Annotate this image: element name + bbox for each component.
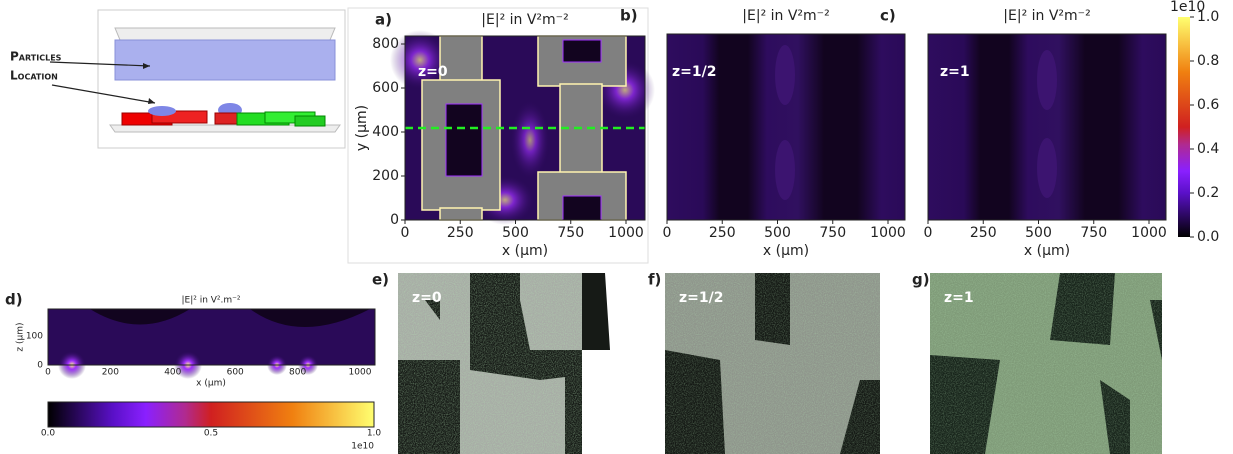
x-tick-label: 750 — [1080, 225, 1107, 241]
schematic — [49, 9, 346, 149]
y-axis-label: y (μm) — [354, 105, 370, 151]
colorbar — [1178, 17, 1190, 237]
colorbar-tick-label: 0.0 — [1197, 229, 1219, 245]
panel-letter: c) — [880, 7, 896, 25]
panel-letter: a) — [375, 11, 392, 29]
x-tick-label: 500 — [764, 225, 791, 241]
schematic-label: Location — [10, 69, 58, 83]
colorbar-tick-label: 1.0 — [1197, 9, 1219, 25]
x-tick-label: 1000 — [870, 225, 906, 241]
z-label: z=0 — [412, 290, 442, 306]
x-tick-label: 750 — [557, 225, 584, 241]
panel-title: |E|² in V²m⁻² — [742, 8, 829, 24]
micrograph-f — [665, 273, 880, 454]
y-axis-label: z (μm) — [16, 322, 26, 351]
z-label: z=1/2 — [679, 290, 723, 306]
x-axis-label: x (μm) — [502, 243, 548, 259]
panel-letter: e) — [372, 271, 389, 289]
y-tick-label: 100 — [26, 332, 43, 342]
x-tick-label: 250 — [447, 225, 474, 241]
z-label: z=0 — [418, 64, 448, 80]
x-tick-label: 600 — [227, 368, 244, 378]
x-tick-label: 500 — [502, 225, 529, 241]
y-tick-label: 800 — [372, 36, 399, 52]
panel-title: |E|² in V²m⁻² — [481, 12, 568, 28]
z-label: z=1/2 — [672, 64, 716, 80]
x-tick-label: 400 — [164, 368, 181, 378]
colorbar-tick-label: 0.4 — [1197, 141, 1219, 157]
x-tick-label: 0 — [663, 225, 672, 241]
plot-frame — [47, 308, 376, 366]
z-label: z=1 — [944, 290, 974, 306]
colorbar-tick-label: 0.0 — [41, 429, 56, 439]
colorbar-horizontal — [47, 401, 375, 428]
x-tick-label: 800 — [289, 368, 306, 378]
z-label: z=1 — [940, 64, 970, 80]
micrograph-g — [930, 273, 1162, 454]
panel-letter: g) — [912, 271, 930, 289]
x-axis-label: x (μm) — [763, 243, 809, 259]
plot-frame — [666, 33, 906, 221]
heatmap-c — [928, 34, 1166, 220]
micrograph-e — [398, 273, 610, 454]
panel-title: |E|² in V².m⁻² — [181, 296, 240, 306]
x-axis-label: x (μm) — [1024, 243, 1070, 259]
x-axis-label: x (μm) — [196, 379, 226, 389]
panel-letter: b) — [620, 7, 638, 25]
x-tick-label: 200 — [102, 368, 119, 378]
colorbar-exponent: 1e10 — [1170, 0, 1205, 15]
y-tick-label: 200 — [372, 168, 399, 184]
plot-frame — [404, 35, 646, 221]
schematic-label: Particles — [10, 50, 62, 64]
x-tick-label: 0 — [401, 225, 410, 241]
plot-frame — [927, 33, 1167, 221]
colorbar-tick-label: 0.5 — [204, 429, 218, 439]
x-tick-label: 0 — [45, 368, 51, 378]
panel-letter: d) — [5, 291, 23, 309]
x-tick-label: 1000 — [349, 368, 372, 378]
panel-letter: f) — [648, 271, 661, 289]
x-tick-label: 1000 — [1131, 225, 1167, 241]
colorbar-tick-label: 0.2 — [1197, 185, 1219, 201]
x-tick-label: 250 — [970, 225, 997, 241]
x-tick-label: 1000 — [608, 225, 644, 241]
x-tick-label: 250 — [709, 225, 736, 241]
x-tick-label: 500 — [1025, 225, 1052, 241]
cross-section — [48, 309, 375, 379]
y-tick-label: 400 — [372, 124, 399, 140]
x-tick-label: 750 — [819, 225, 846, 241]
heatmap-b — [667, 34, 905, 220]
y-tick-label: 0 — [390, 212, 399, 228]
panel-title: |E|² in V²m⁻² — [1003, 8, 1090, 24]
colorbar-tick-label: 1.0 — [367, 429, 382, 439]
heatmap-a — [390, 30, 655, 225]
colorbar-tick-label: 0.8 — [1197, 53, 1219, 69]
x-tick-label: 0 — [924, 225, 933, 241]
y-tick-label: 600 — [372, 80, 399, 96]
colorbar-tick-label: 0.6 — [1197, 97, 1219, 113]
y-tick-label: 0 — [37, 361, 43, 371]
colorbar-exponent: 1e10 — [351, 442, 374, 452]
